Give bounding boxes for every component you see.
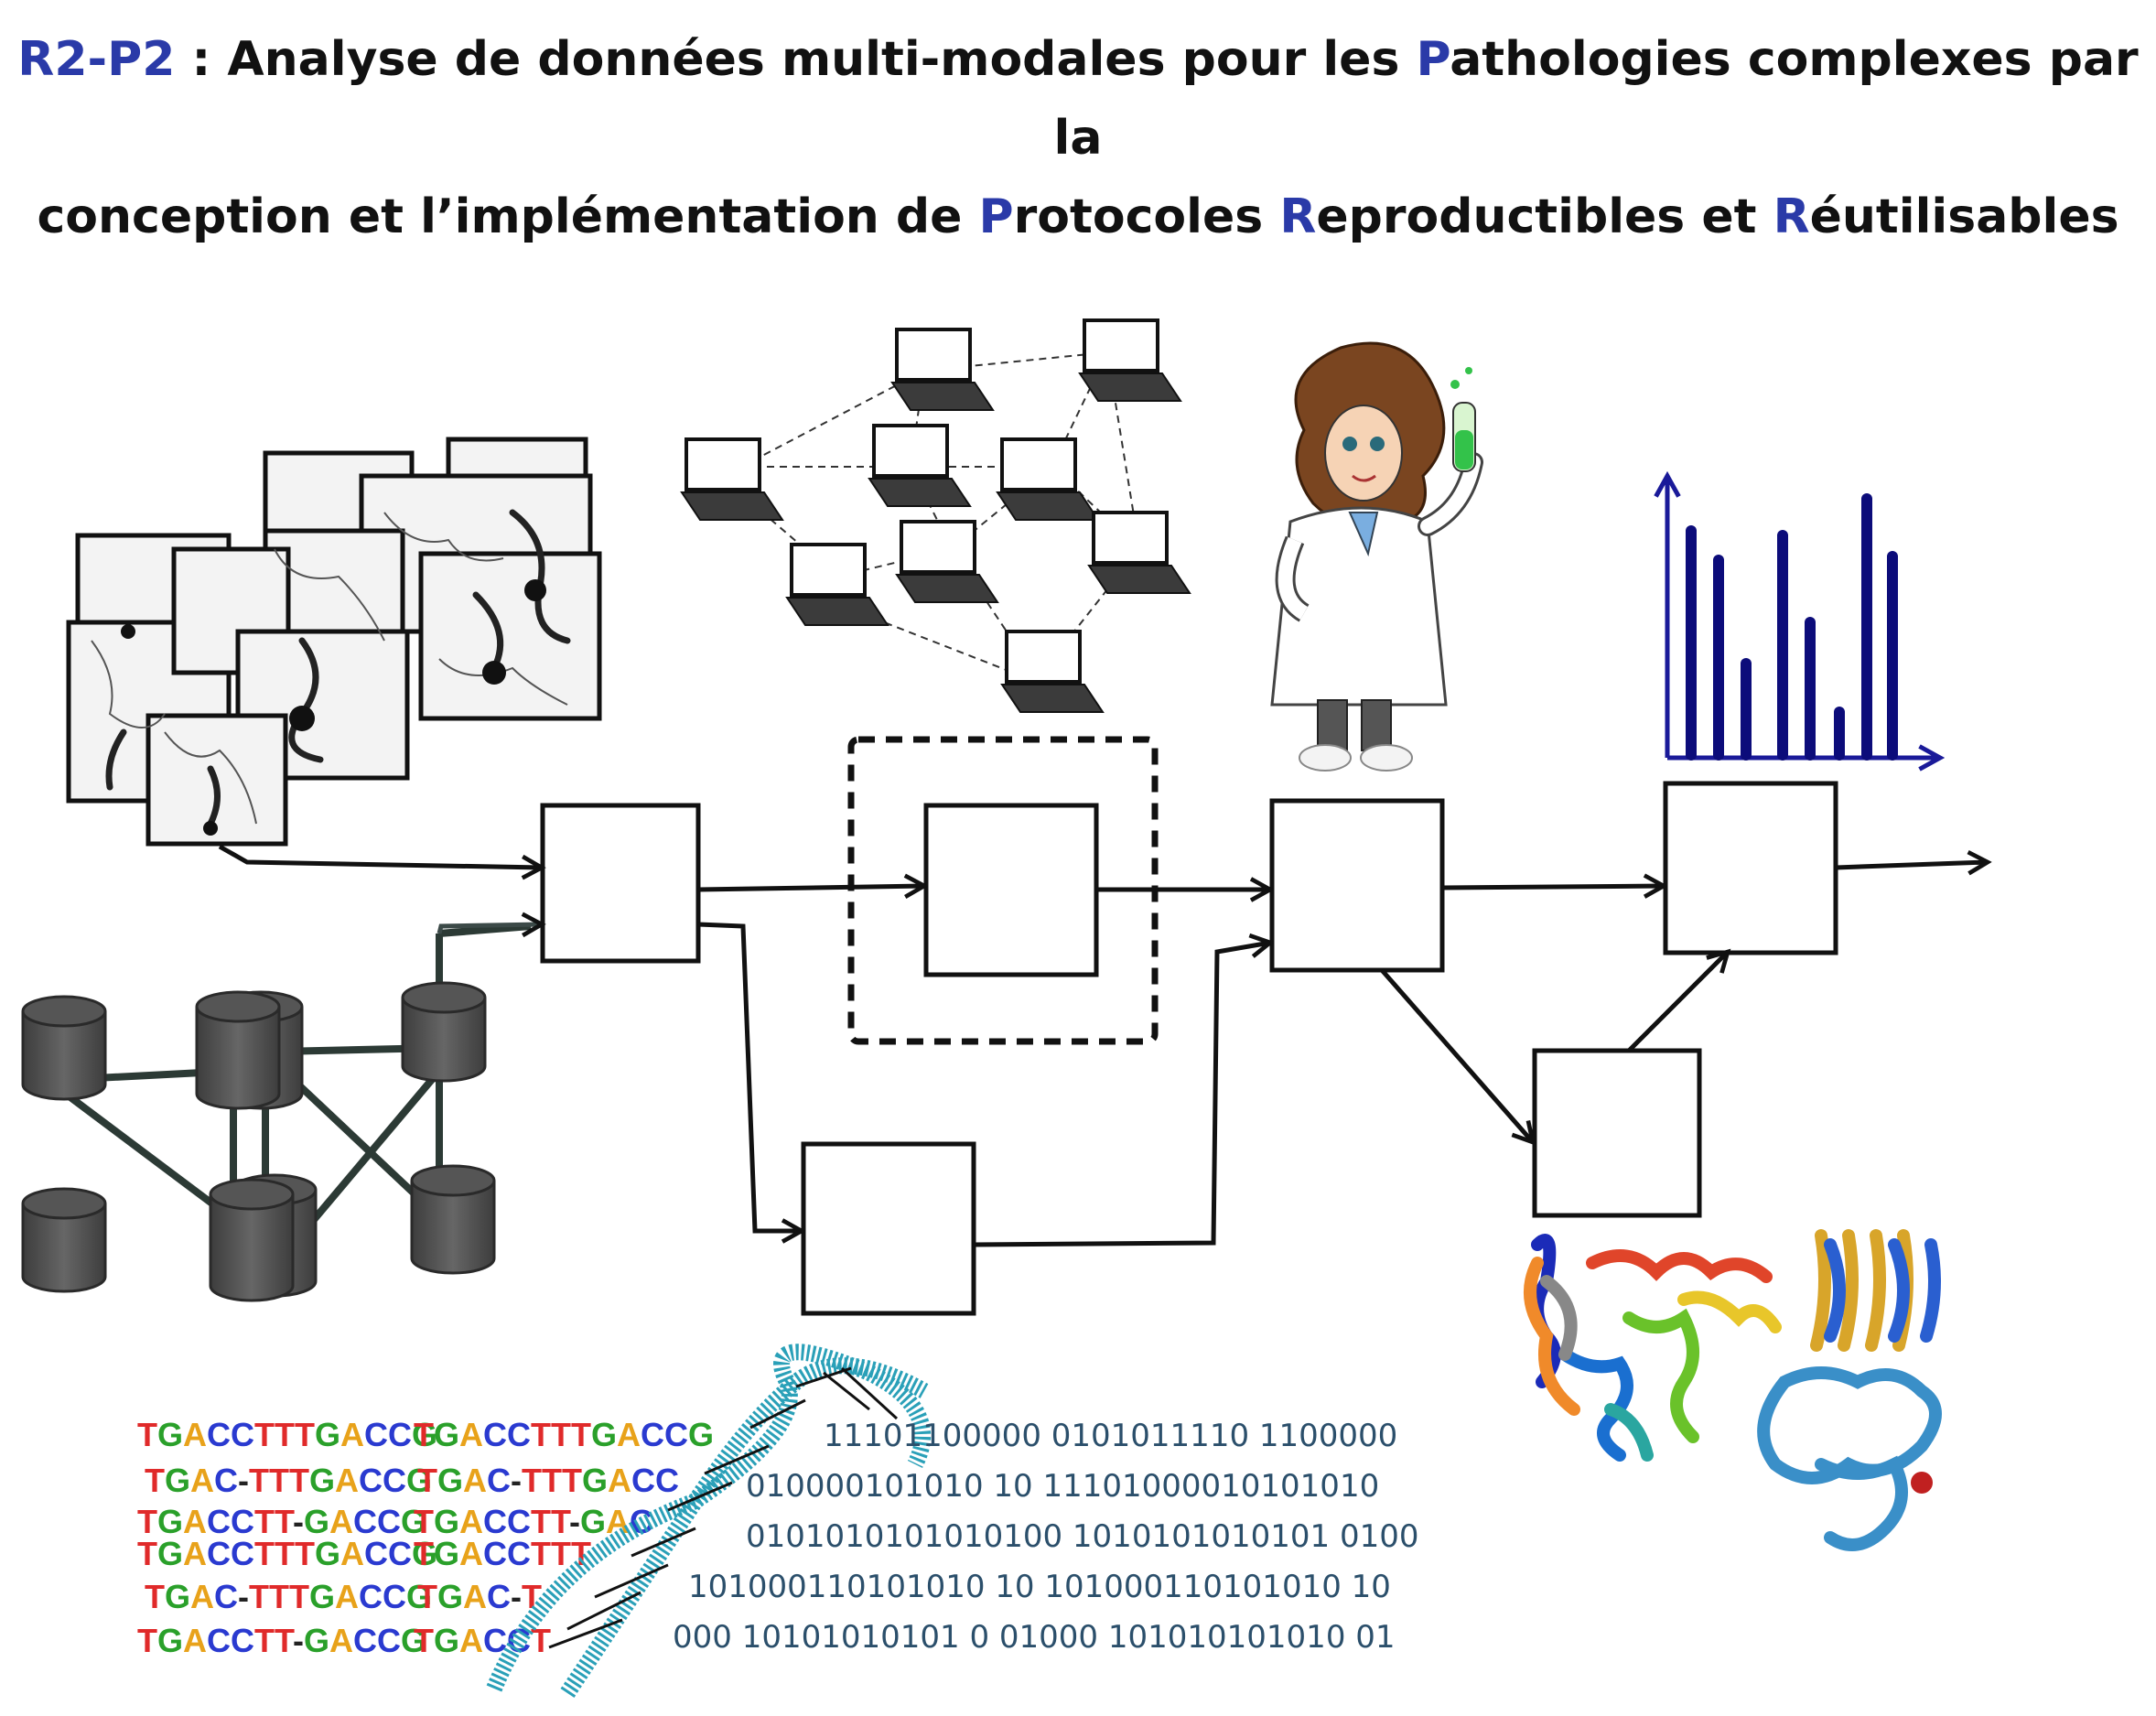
arrow-box5-to-box3 — [973, 943, 1270, 1247]
arrow-box1-to-box5 — [697, 922, 802, 1231]
title-letter-p2: P — [978, 189, 1014, 244]
binary-data: 11101100000 0101011110 1100000 0100001010… — [673, 1418, 1418, 1656]
title-sep: : — [175, 32, 228, 87]
process-boxes — [540, 781, 1838, 1316]
scientist-icon — [1270, 341, 1483, 772]
binary-line-3: 101000110101010 10 101000110101010 10 — [688, 1569, 1391, 1605]
bar-chart-icon — [1667, 476, 1940, 758]
sequence-right-0: TGACCTTTGACCG — [414, 1416, 714, 1453]
title-letter-r1: R — [1279, 189, 1317, 244]
title-line-2: conception et l’implémentation de Protoc… — [0, 178, 2156, 256]
binary-line-1: 010000101010 10 11101000010101010 — [746, 1468, 1379, 1505]
binary-line-4: 000 10101010101 0 01000 101010101010 01 — [673, 1619, 1396, 1656]
process-box-3 — [1269, 798, 1445, 973]
title-text-2d: éutilisables — [1809, 189, 2119, 244]
sequence-left-1: TGAC-TTTGACCG — [145, 1462, 432, 1499]
process-box-1 — [540, 803, 701, 964]
title-text-2b: rotocoles — [1013, 189, 1280, 244]
sequence-left-2: TGACCTT-GACCG — [137, 1503, 426, 1540]
title-letter-r2: R — [1773, 189, 1810, 244]
arrow-db-to-box1 — [437, 924, 542, 934]
title-text-1a: Analyse de données multi-modales pour le… — [227, 32, 1417, 87]
page-title: R2-P2 : Analyse de données multi-modales… — [0, 20, 2156, 256]
binary-line-0: 11101100000 0101011110 1100000 — [824, 1418, 1397, 1454]
process-box-5 — [801, 1141, 976, 1316]
computer-network-icon — [680, 318, 1191, 713]
arrow-box4-output — [1835, 862, 1988, 868]
arrow-angio-to-box1 — [218, 844, 542, 868]
title-line-1: R2-P2 : Analyse de données multi-modales… — [0, 20, 2156, 178]
arrow-box3-to-box4 — [1441, 886, 1664, 888]
title-text-2c: eproductibles et — [1316, 189, 1773, 244]
process-box-2 — [923, 803, 1099, 977]
arrow-box1-to-box2 — [697, 886, 924, 890]
sequence-left-5: TGACCTT-GACCG — [137, 1622, 426, 1659]
process-box-6 — [1532, 1048, 1702, 1218]
sequence-right-4: TGAC-T — [417, 1578, 542, 1615]
binary-line-2: 0101010101010100 1010101010101 0100 — [746, 1518, 1418, 1555]
database-cluster-icon — [21, 923, 532, 1302]
title-text-1b: athologies complexes par la — [1053, 32, 2139, 166]
title-letter-p1: P — [1416, 32, 1450, 87]
sequence-alignment: TGACCTTTGACCGTGAC-TTTGACCGTGACCTT-GACCGT… — [137, 1416, 714, 1659]
arrow-box3-to-box6 — [1380, 968, 1533, 1142]
sequence-left-3: TGACCTTTGACCG — [137, 1535, 437, 1572]
process-box-4 — [1663, 781, 1838, 955]
arrow-box6-to-box4 — [1627, 952, 1728, 1052]
sequence-right-3: TGACCTTT — [414, 1535, 591, 1572]
sequence-left-4: TGAC-TTTGACCG — [145, 1578, 432, 1615]
title-text-2a: conception et l’implémentation de — [37, 189, 979, 244]
flow-arrows — [218, 844, 1988, 1247]
sequence-left-0: TGACCTTTGACCG — [137, 1416, 437, 1453]
title-code: R2-P2 — [17, 32, 176, 87]
protein-structure-icon — [1524, 1229, 1942, 1551]
angiography-images-icon — [66, 437, 602, 847]
sequence-right-1: TGAC-TTTGACC — [417, 1462, 679, 1499]
dna-helix-icon — [486, 1344, 932, 1698]
